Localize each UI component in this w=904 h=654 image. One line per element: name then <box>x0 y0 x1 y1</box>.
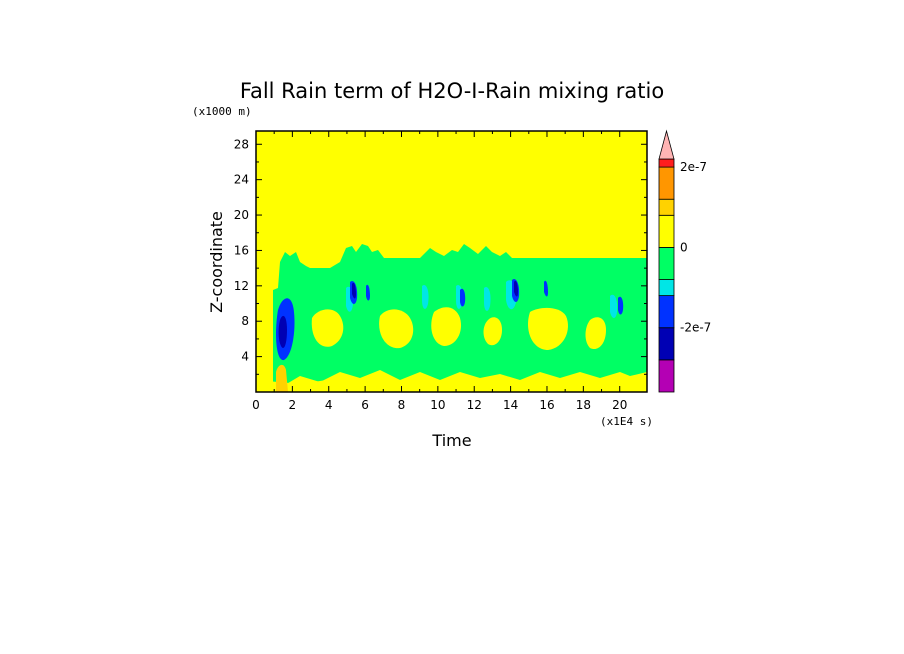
y-tick-label: 4 <box>241 350 249 364</box>
x-tick-label: 8 <box>398 398 406 412</box>
y-tick-label: 24 <box>234 173 249 187</box>
plot-frame <box>255 130 648 393</box>
colorbar-box <box>658 247 675 280</box>
y-tick-label: 28 <box>234 137 249 151</box>
x-tick-label: 12 <box>467 398 482 412</box>
x-axis: 0 2 4 6 8 10 12 14 16 18 20 <box>252 131 627 412</box>
field-ground-band <box>256 378 647 392</box>
colorbar-box <box>658 198 675 216</box>
colorbar-label: -2e-7 <box>680 321 711 335</box>
x-tick-label: 6 <box>361 398 369 412</box>
colorbar: 2e-7 0 -2e-7 <box>658 129 711 393</box>
y-tick-label: 16 <box>234 243 249 257</box>
plot-area <box>256 131 647 392</box>
colorbar-box <box>658 158 675 168</box>
colorbar-box <box>658 359 675 393</box>
field-hole-5 <box>585 317 606 350</box>
colorbar-box <box>658 166 675 200</box>
y-tick-label: 12 <box>234 279 249 293</box>
field-hole-1 <box>311 309 344 347</box>
x-tick-label: 20 <box>612 398 627 412</box>
colorbar-box <box>658 279 675 297</box>
y-axis-label: Z-coordinate <box>207 211 226 313</box>
field-hole-6 <box>483 317 502 346</box>
colorbar-label: 0 <box>680 240 688 254</box>
x-tick-label: 10 <box>430 398 445 412</box>
colorbar-extend-triangle <box>658 129 675 160</box>
colorbar-box <box>658 214 675 248</box>
colorbar-box <box>658 295 675 329</box>
field-hole-3 <box>431 307 462 346</box>
y-tick-label: 20 <box>234 208 249 222</box>
x-tick-label: 2 <box>289 398 297 412</box>
colorbar-box <box>658 327 675 361</box>
x-tick-label: 14 <box>503 398 518 412</box>
y-tick-label: 8 <box>241 314 249 328</box>
colorbar-label: 2e-7 <box>680 160 707 174</box>
y-axis: 4 8 12 16 20 24 28 <box>234 137 647 375</box>
field-region-most-negative <box>278 280 518 349</box>
x-tick-label: 16 <box>539 398 554 412</box>
y-unit-label: (x1000 m) <box>192 105 252 118</box>
field-hole-4 <box>528 307 568 350</box>
field-hole-2 <box>379 309 414 349</box>
x-unit-label: (x1E4 s) <box>600 415 653 428</box>
chart-title: Fall Rain term of H2O-I-Rain mixing rati… <box>240 79 664 103</box>
x-tick-label: 4 <box>325 398 333 412</box>
field-region-slightly-positive <box>276 364 288 392</box>
x-tick-label: 18 <box>576 398 591 412</box>
x-tick-label: 0 <box>252 398 260 412</box>
x-axis-label: Time <box>431 431 471 450</box>
